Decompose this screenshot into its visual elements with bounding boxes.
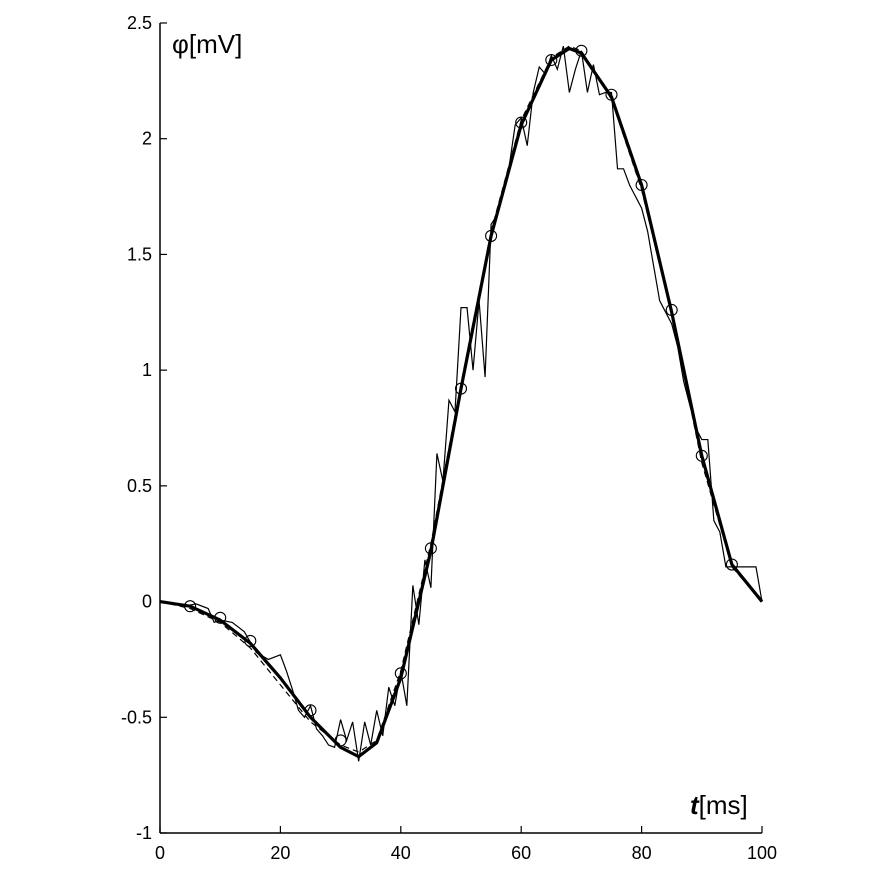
- y-tick-label: 1.5: [127, 244, 152, 264]
- y-tick-label: 0.5: [127, 476, 152, 496]
- x-tick-label: 80: [632, 843, 652, 863]
- series-layer: [159, 44, 764, 762]
- x-tick-label: 60: [511, 843, 531, 863]
- axes-layer: [159, 23, 762, 834]
- y-axis-label-var: φ: [172, 29, 189, 59]
- x-axis-label: t[ms]: [690, 790, 748, 820]
- circle-point: [665, 303, 678, 317]
- y-axis-label-unit: [mV]: [189, 29, 242, 59]
- circle-point: [605, 88, 618, 101]
- x-tick-label: 100: [747, 843, 777, 863]
- circle-point: [454, 382, 468, 395]
- y-tick-label: 2.5: [127, 13, 152, 33]
- x-tick-label: 20: [270, 843, 290, 863]
- series-line-thin-jagged: [159, 45, 763, 762]
- series-line-thick-solid: [159, 46, 764, 759]
- y-axis-label: φ[mV]: [172, 29, 242, 59]
- x-axis-label-unit: [ms]: [699, 790, 748, 820]
- circle-point: [485, 229, 498, 242]
- circle-point: [515, 116, 528, 129]
- y-tick-label: -0.5: [121, 707, 152, 727]
- circle-point: [334, 734, 347, 747]
- x-tick-label: 40: [391, 843, 411, 863]
- circle-point: [725, 558, 738, 571]
- circle-point: [635, 178, 648, 192]
- circle-point: [424, 542, 437, 555]
- y-tick-label: -1: [136, 823, 152, 843]
- circle-point: [304, 704, 317, 717]
- circle-point: [394, 667, 407, 680]
- series-circles: [184, 44, 738, 747]
- x-axis-label-var: t: [690, 790, 700, 820]
- circle-point: [575, 44, 588, 57]
- circle-point: [545, 53, 558, 67]
- y-tick-label: 2: [142, 129, 152, 149]
- ticks-layer: 0 20 40 60 80 100 -1 -0.5 0 0.5 1 1.5 2 2.5: [121, 13, 777, 863]
- y-tick-label: 1: [142, 360, 152, 380]
- circle-point: [184, 600, 197, 613]
- x-tick-label: 0: [155, 843, 165, 863]
- circle-point: [695, 449, 708, 462]
- y-tick-label: 0: [142, 592, 152, 612]
- circle-point: [214, 611, 227, 624]
- circle-point: [244, 634, 257, 647]
- series-line-thin-dashed: [159, 45, 763, 753]
